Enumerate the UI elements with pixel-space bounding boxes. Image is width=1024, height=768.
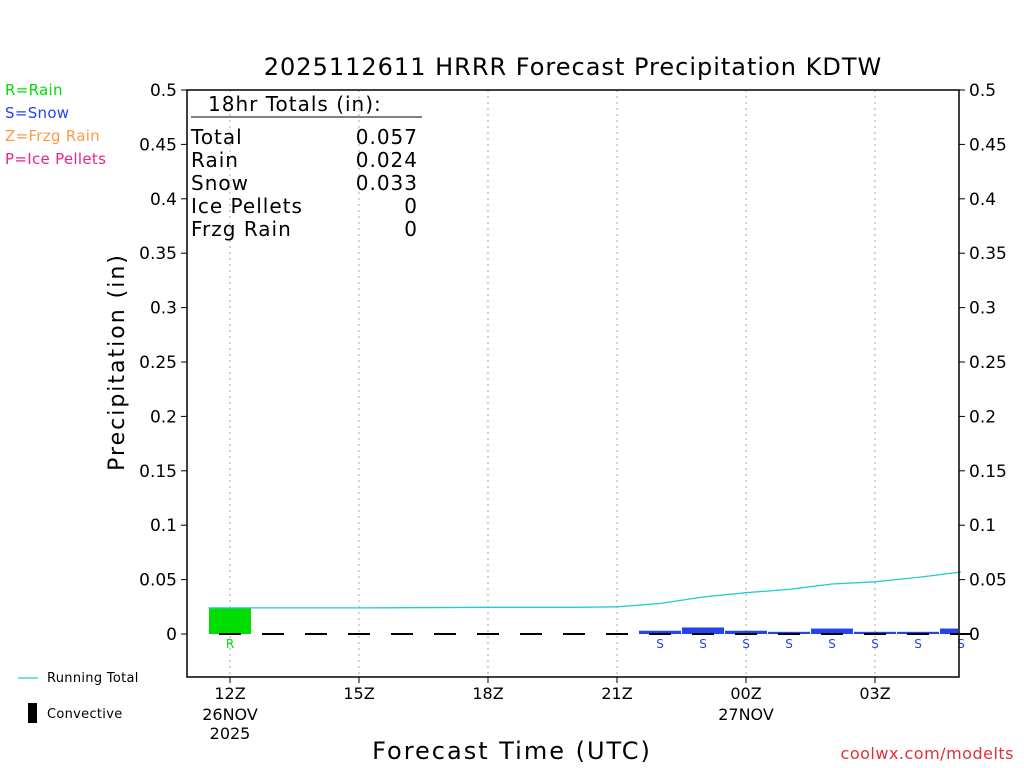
convective-bar: [305, 633, 327, 635]
totals-row-value: 0.033: [356, 171, 418, 195]
totals-row-label: Ice Pellets: [191, 194, 303, 218]
precip-bar: [725, 630, 767, 634]
totals-row-label: Rain: [191, 148, 239, 172]
convective-bar: [434, 633, 456, 635]
convective-bar: [735, 633, 757, 635]
totals-box: 18hr Totals (in): Total 0.057 Rain 0.024 Sno…: [190, 92, 422, 241]
totals-row-label: Frzg Rain: [191, 217, 292, 241]
y-tick-label: 0.05: [139, 571, 177, 591]
plot-frame: [186, 89, 960, 678]
y-axis-right: 0 0.05 0.1 0.15 0.2 0.25 0.3 0.35 0.4 0.45 0.5: [959, 81, 1007, 645]
convective-legend-swatch: [28, 703, 37, 723]
precip-type-label: S: [699, 637, 707, 651]
y-tick-label-right: 0.35: [969, 244, 1007, 264]
y-tick-label-right: 0.15: [969, 462, 1007, 482]
grid: [229, 90, 876, 677]
y-tick-label: 0.5: [150, 81, 177, 101]
x-tick-label: 03Z: [859, 684, 890, 703]
y-tick-label: 0.4: [150, 190, 177, 210]
legend-rain: R=Rain: [5, 81, 63, 99]
convective-bars: [219, 633, 972, 635]
precip-bar: [639, 630, 681, 634]
y-tick-label-right: 0: [969, 625, 980, 645]
convective-bar: [477, 633, 499, 635]
convective-bar: [778, 633, 800, 635]
convective-bar: [391, 633, 413, 635]
convective-legend: Convective: [47, 707, 123, 722]
precip-bar: [209, 607, 251, 634]
precip-type-label: S: [828, 637, 836, 651]
precip-type-label: S: [914, 637, 922, 651]
running-total-legend: Running Total: [47, 671, 139, 686]
precip-type-label: S: [656, 637, 664, 651]
convective-bar: [348, 633, 370, 635]
y-tick-label-right: 0.3: [969, 299, 996, 319]
y-axis-label: Precipitation (in): [105, 253, 130, 471]
precip-type-label: S: [871, 637, 879, 651]
precip-bar: [768, 631, 810, 634]
precip-bar: [682, 627, 724, 634]
precip-bars: [209, 607, 958, 634]
precip-type-label: S: [742, 637, 750, 651]
totals-row-label: Snow: [191, 171, 249, 195]
convective-bar: [219, 633, 241, 635]
y-axis-left: 0 0.05 0.1 0.15 0.2 0.25 0.3 0.35 0.4 0.45 0.5: [139, 81, 187, 645]
y-tick-label-right: 0.2: [969, 407, 996, 427]
y-tick-label-right: 0.25: [969, 353, 1007, 373]
x-tick-date: 27NOV: [718, 705, 774, 724]
x-axis-label: Forecast Time (UTC): [372, 737, 652, 765]
y-tick-label: 0.2: [150, 407, 177, 427]
convective-bar: [606, 633, 628, 635]
running-total-line: [208, 571, 962, 609]
chart-title: 2025112611 HRRR Forecast Precipitation K…: [264, 53, 882, 81]
precip-bar: [854, 631, 896, 634]
precip-bar: [897, 631, 939, 634]
y-tick-label: 0: [166, 625, 177, 645]
y-tick-label-right: 0.1: [969, 516, 996, 536]
x-tick-label: 21Z: [601, 684, 632, 703]
totals-row-value: 0: [404, 194, 418, 218]
y-tick-label: 0.15: [139, 462, 177, 482]
y-tick-label: 0.3: [150, 299, 177, 319]
y-tick-label: 0.35: [139, 244, 177, 264]
x-tick-date: 26NOV: [202, 705, 258, 724]
y-tick-label: 0.1: [150, 516, 177, 536]
convective-bar: [907, 633, 929, 635]
totals-row-label: Total: [190, 125, 243, 149]
precip-type-label: R: [226, 637, 234, 651]
y-tick-label-right: 0.5: [969, 81, 996, 101]
convective-bar: [520, 633, 542, 635]
precip-bar: [940, 628, 958, 634]
x-tick-label: 00Z: [730, 684, 761, 703]
convective-bar: [649, 633, 671, 635]
convective-bar: [864, 633, 886, 635]
y-tick-label-right: 0.05: [969, 571, 1007, 591]
y-tick-label-right: 0.4: [969, 190, 996, 210]
x-tick-year: 2025: [210, 724, 251, 743]
y-tick-label: 0.25: [139, 353, 177, 373]
convective-bar: [563, 633, 585, 635]
legend-frzg-rain: Z=Frzg Rain: [5, 127, 100, 145]
legend-ice-pellets: P=Ice Pellets: [5, 150, 107, 168]
precip-bar: [811, 628, 853, 634]
precip-type-label: S: [957, 637, 965, 651]
credit-text: coolwx.com/modelts: [840, 744, 1014, 763]
legend-snow: S=Snow: [5, 104, 70, 122]
totals-row-value: 0: [404, 217, 418, 241]
y-tick-label: 0.45: [139, 135, 177, 155]
x-tick-label: 15Z: [343, 684, 374, 703]
x-tick-label: 18Z: [472, 684, 503, 703]
x-tick-label: 12Z: [214, 684, 245, 703]
y-tick-label-right: 0.45: [969, 135, 1007, 155]
totals-row-value: 0.024: [356, 148, 418, 172]
convective-bar: [821, 633, 843, 635]
convective-bar: [262, 633, 284, 635]
convective-bar: [692, 633, 714, 635]
totals-row-value: 0.057: [356, 125, 418, 149]
precip-type-label: S: [785, 637, 793, 651]
totals-title: 18hr Totals (in):: [208, 92, 382, 116]
